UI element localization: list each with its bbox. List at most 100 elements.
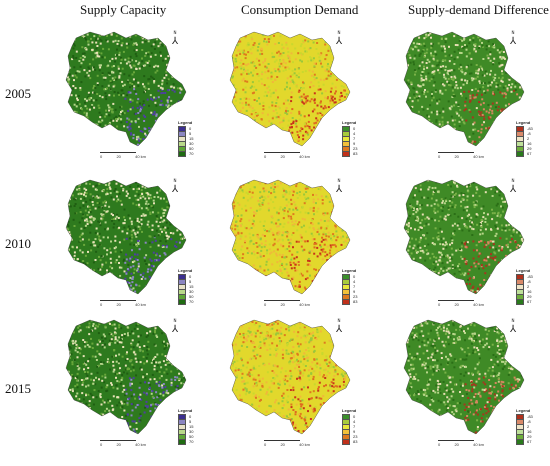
legend-title: Legend xyxy=(516,268,533,273)
legend-title: Legend xyxy=(342,408,357,413)
legend-value: 83 xyxy=(353,439,357,444)
scale-label: 0 xyxy=(438,442,440,447)
scale-bar: 0 20 40 km xyxy=(264,152,310,159)
legend-swatch xyxy=(342,439,350,445)
legend-value: 83 xyxy=(353,299,357,304)
scale-bar: 0 20 40 km xyxy=(100,152,146,159)
scale-bar: 0 20 40 km xyxy=(100,300,146,307)
scale-label: 40 km xyxy=(299,154,310,159)
north-arrow-glyph: ⅄ xyxy=(172,184,178,195)
legend-title: Legend xyxy=(178,408,193,413)
north-arrow-icon: N⅄ xyxy=(510,28,516,46)
scale-label: 0 xyxy=(438,154,440,159)
legend-value: 70 xyxy=(189,439,193,444)
north-arrow-glyph: ⅄ xyxy=(336,36,342,47)
legend-title: Legend xyxy=(516,408,533,413)
column-title-difference: Supply-demand Difference xyxy=(408,2,549,18)
legend-item: 83 xyxy=(342,151,357,156)
legend-item: 83 xyxy=(342,439,357,444)
scale-bar-line xyxy=(438,300,474,301)
north-arrow-icon: N⅄ xyxy=(172,176,178,194)
year-label-2010: 2010 xyxy=(5,236,31,252)
north-arrow-glyph: ⅄ xyxy=(510,324,516,335)
legend-title: Legend xyxy=(178,268,193,273)
scale-label: 20 xyxy=(280,302,284,307)
north-arrow-glyph: ⅄ xyxy=(172,36,178,47)
scale-label: 40 km xyxy=(135,302,146,307)
scale-label: 0 xyxy=(100,302,102,307)
scale-label: 40 km xyxy=(135,154,146,159)
legend-value: 70 xyxy=(189,151,193,156)
legend-item: 70 xyxy=(178,299,193,304)
legend-item: 70 xyxy=(178,439,193,444)
scale-bar-line xyxy=(100,152,136,153)
north-arrow-glyph: ⅄ xyxy=(336,324,342,335)
north-arrow-glyph: ⅄ xyxy=(510,36,516,47)
north-arrow-icon: N⅄ xyxy=(172,316,178,334)
north-arrow-icon: N⅄ xyxy=(172,28,178,46)
north-arrow-glyph: ⅄ xyxy=(172,324,178,335)
scale-label: 20 xyxy=(280,154,284,159)
year-label-2005: 2005 xyxy=(5,86,31,102)
scale-bar-line xyxy=(100,300,136,301)
scale-label: 20 xyxy=(454,442,458,447)
scale-label: 0 xyxy=(100,154,102,159)
scale-label: 20 xyxy=(116,302,120,307)
legend-item: 70 xyxy=(178,151,193,156)
legend-value: 67 xyxy=(527,299,531,304)
north-arrow-icon: N⅄ xyxy=(510,176,516,194)
legend-title: Legend xyxy=(516,120,533,125)
scale-label: 20 xyxy=(116,154,120,159)
legend-swatch xyxy=(516,299,524,305)
north-arrow-glyph: ⅄ xyxy=(510,184,516,195)
legend-item: 67 xyxy=(516,299,533,304)
scale-bar-line xyxy=(264,440,300,441)
legend-value: 70 xyxy=(189,299,193,304)
legend-value: 83 xyxy=(353,151,357,156)
north-arrow-icon: N⅄ xyxy=(336,176,342,194)
north-arrow-icon: N⅄ xyxy=(510,316,516,334)
scale-label: 20 xyxy=(454,154,458,159)
legend-swatch xyxy=(516,439,524,445)
scale-bar-line xyxy=(264,300,300,301)
legend-swatch xyxy=(178,439,186,445)
legend-swatch xyxy=(178,151,186,157)
north-arrow-glyph: ⅄ xyxy=(336,184,342,195)
legend-swatch xyxy=(342,299,350,305)
north-arrow-icon: N⅄ xyxy=(336,316,342,334)
legend-swatch xyxy=(342,151,350,157)
legend-title: Legend xyxy=(178,120,193,125)
legend-item: 67 xyxy=(516,439,533,444)
column-title-demand: Consumption Demand xyxy=(241,2,358,18)
scale-label: 0 xyxy=(438,302,440,307)
legend-value: 67 xyxy=(527,439,531,444)
scale-bar-line xyxy=(438,152,474,153)
legend-swatch xyxy=(516,151,524,157)
legend-item: 67 xyxy=(516,151,533,156)
scale-label: 0 xyxy=(264,154,266,159)
legend-value: 67 xyxy=(527,151,531,156)
scale-label: 0 xyxy=(264,302,266,307)
column-title-supply: Supply Capacity xyxy=(80,2,166,18)
scale-bar-line xyxy=(264,152,300,153)
scale-label: 40 km xyxy=(135,442,146,447)
legend-title: Legend xyxy=(342,120,357,125)
